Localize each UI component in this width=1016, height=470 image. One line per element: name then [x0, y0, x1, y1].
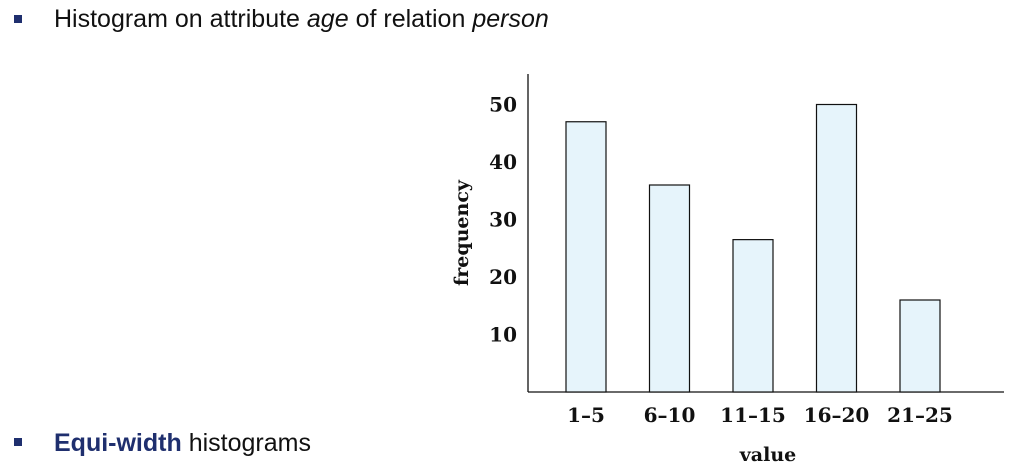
y-tick-label: 50: [489, 93, 517, 117]
attribute-name: age: [306, 5, 349, 33]
bullet-bold-text: Equi-width: [54, 429, 182, 457]
histogram-bar: [815, 103, 858, 393]
bullet-text-part: Histogram on attribute: [54, 5, 307, 33]
y-tick-label: 20: [489, 265, 517, 289]
relation-name: person: [472, 5, 549, 33]
x-axis-title: value: [739, 444, 796, 466]
y-tick-label: 10: [489, 323, 517, 347]
x-tick-label: 11–15: [720, 403, 786, 427]
bullet-histogram-title: Histogram on attribute age of relation p…: [54, 5, 549, 34]
x-tick-label: 6–10: [644, 403, 696, 427]
bullet-marker: [14, 438, 22, 446]
histogram-bar: [565, 121, 607, 393]
bullet-text-part: of relation: [348, 5, 473, 33]
histogram-bar: [648, 184, 691, 393]
x-tick-label: 16–20: [804, 403, 870, 427]
bullet-text-part: histograms: [181, 429, 311, 457]
x-tick-label: 21–25: [887, 403, 953, 427]
y-axis-title: frequency: [451, 179, 473, 286]
bullet-marker: [14, 15, 22, 23]
y-tick-label: 40: [489, 150, 517, 174]
x-tick-label: 1–5: [567, 403, 605, 427]
histogram-bar: [732, 239, 774, 393]
bullet-equi-width: Equi-width histograms: [54, 429, 311, 458]
histogram-bar: [899, 299, 941, 393]
y-tick-label: 30: [489, 208, 517, 232]
